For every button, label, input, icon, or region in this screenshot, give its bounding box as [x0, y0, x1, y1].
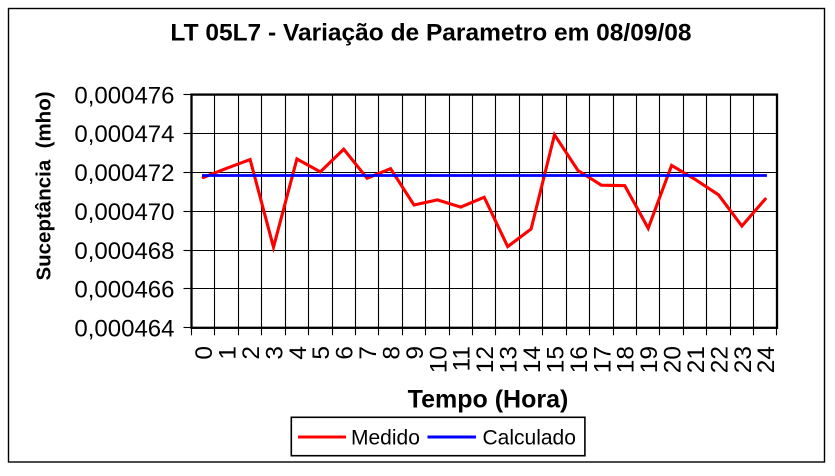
svg-text:0,000472: 0,000472 — [74, 160, 174, 187]
svg-text:0,000470: 0,000470 — [74, 199, 174, 226]
svg-text:12: 12 — [472, 346, 499, 373]
svg-text:3: 3 — [261, 346, 288, 360]
svg-text:0: 0 — [191, 346, 218, 360]
svg-text:10: 10 — [425, 346, 452, 373]
svg-text:24: 24 — [753, 346, 780, 373]
svg-text:13: 13 — [496, 346, 523, 373]
svg-text:6: 6 — [332, 346, 359, 360]
svg-text:16: 16 — [566, 346, 593, 373]
svg-text:22: 22 — [706, 346, 733, 373]
svg-text:18: 18 — [613, 346, 640, 373]
svg-text:1: 1 — [215, 346, 242, 360]
svg-text:Calculado: Calculado — [483, 427, 576, 450]
svg-text:2: 2 — [238, 346, 265, 360]
svg-text:0,000476: 0,000476 — [74, 82, 174, 109]
svg-text:23: 23 — [730, 346, 757, 373]
svg-text:15: 15 — [542, 346, 569, 373]
svg-text:0,000474: 0,000474 — [74, 121, 174, 148]
svg-text:17: 17 — [589, 346, 616, 373]
svg-text:4: 4 — [285, 346, 312, 360]
svg-text:Tempo (Hora): Tempo (Hora) — [408, 386, 569, 414]
svg-text:0,000466: 0,000466 — [74, 277, 174, 304]
svg-text:0,000464: 0,000464 — [74, 316, 174, 343]
svg-text:8: 8 — [378, 346, 405, 360]
svg-text:5: 5 — [308, 346, 335, 360]
svg-text:20: 20 — [660, 346, 687, 373]
svg-text:Medido: Medido — [351, 427, 420, 450]
svg-text:Suceptância (mho): Suceptância (mho) — [33, 91, 56, 280]
svg-text:7: 7 — [355, 346, 382, 360]
svg-text:9: 9 — [402, 346, 429, 360]
svg-text:21: 21 — [683, 346, 710, 373]
svg-text:19: 19 — [636, 346, 663, 373]
svg-text:11: 11 — [449, 346, 476, 371]
svg-text:0,000468: 0,000468 — [74, 238, 174, 265]
svg-text:LT 05L7 - Variação de Parametr: LT 05L7 - Variação de Parametro em 08/09… — [170, 20, 691, 47]
svg-text:14: 14 — [519, 346, 546, 373]
